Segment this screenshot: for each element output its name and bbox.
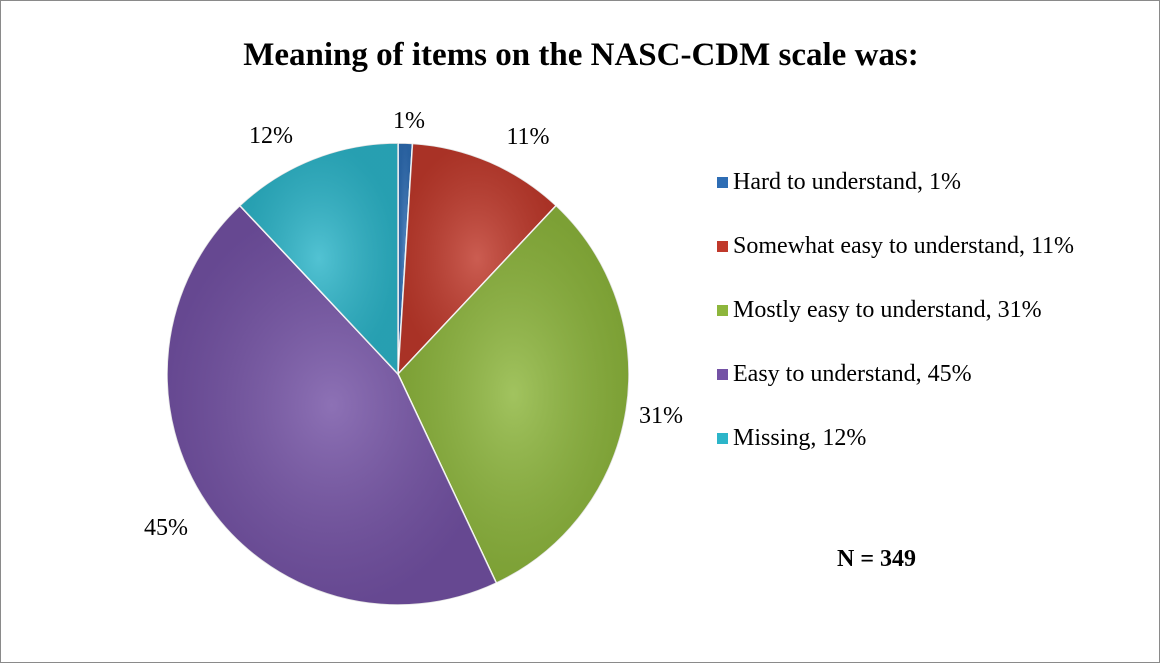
data-label-somewhat-easy-to-understand: 11% [506,124,549,150]
chart-title: Meaning of items on the NASC-CDM scale w… [243,37,919,73]
legend-label: Mostly easy to understand, 31% [733,297,1042,323]
data-label-easy-to-understand: 45% [144,515,188,541]
legend-swatch [717,241,728,252]
legend-label: Hard to understand, 1% [733,169,961,195]
legend-item-missing: Missing, 12% [717,425,866,452]
sample-size-annotation: N = 349 [837,546,917,572]
legend-swatch [717,369,728,380]
legend-swatch [717,177,728,188]
data-label-hard-to-understand: 1% [393,108,425,134]
data-label-missing: 12% [249,123,293,149]
legend-swatch [717,305,728,316]
legend-label: Missing, 12% [733,425,867,451]
legend-label: Easy to understand, 45% [733,361,972,387]
legend-swatch [717,433,728,444]
legend-item-mostly-easy-to-understand: Mostly easy to understand, 31% [717,297,1042,324]
legend-item-easy-to-understand: Easy to understand, 45% [717,361,972,388]
legend-label: Somewhat easy to understand, 11% [733,233,1075,259]
data-label-mostly-easy-to-understand: 31% [639,403,683,429]
legend-item-somewhat-easy-to-understand: Somewhat easy to understand, 11% [717,233,1074,260]
legend-item-hard-to-understand: Hard to understand, 1% [717,169,961,196]
